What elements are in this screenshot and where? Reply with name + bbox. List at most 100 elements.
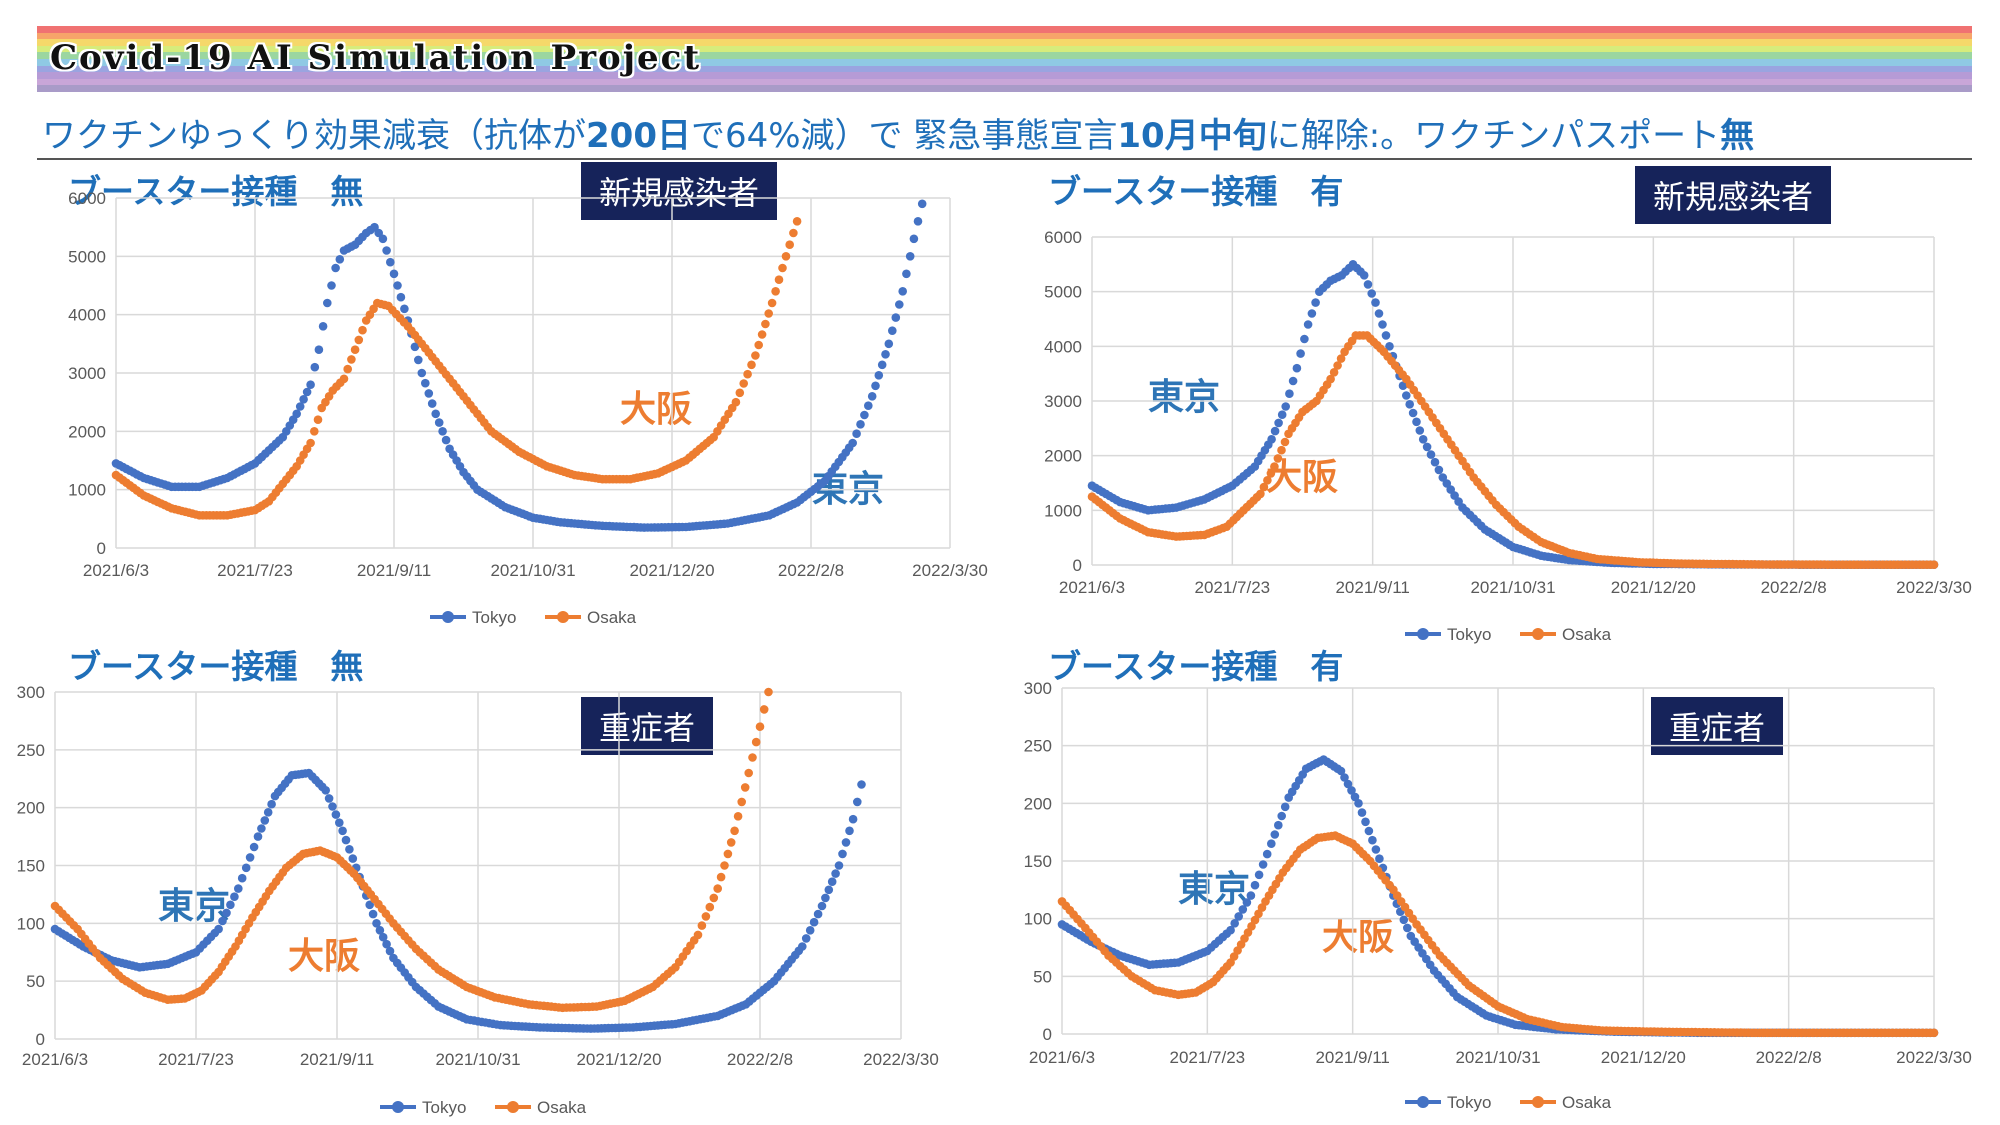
panel-heading: ブースター接種 無 xyxy=(68,172,364,211)
data-point xyxy=(856,420,865,429)
x-tick-label: 2021/10/31 xyxy=(490,561,575,580)
x-tick-label: 2021/10/31 xyxy=(435,1050,520,1069)
data-point xyxy=(813,909,823,919)
data-point xyxy=(427,399,437,408)
data-point xyxy=(1280,437,1290,447)
data-point xyxy=(857,780,866,789)
x-tick-label: 2022/3/30 xyxy=(912,561,988,580)
data-point xyxy=(757,330,767,339)
data-point xyxy=(827,877,837,886)
data-point xyxy=(382,939,391,949)
data-point xyxy=(382,246,391,255)
x-tick-label: 2021/7/23 xyxy=(158,1050,234,1069)
data-point xyxy=(1347,786,1356,795)
data-point xyxy=(1226,925,1235,935)
data-point xyxy=(313,415,323,425)
data-point xyxy=(739,379,748,388)
data-point xyxy=(1277,811,1286,821)
data-point xyxy=(335,818,344,827)
data-point xyxy=(913,217,923,226)
y-tick-label: 5000 xyxy=(1044,283,1082,302)
series-tokyo xyxy=(50,768,866,1033)
data-point xyxy=(338,826,347,836)
data-point xyxy=(726,838,736,847)
legend-label: Tokyo xyxy=(472,608,516,627)
data-point xyxy=(1285,389,1294,399)
legend-label: Tokyo xyxy=(1447,625,1491,644)
data-point xyxy=(1234,912,1243,921)
legend-label: Tokyo xyxy=(422,1098,466,1117)
osaka-label: 大阪 xyxy=(1322,917,1395,958)
data-point xyxy=(1336,354,1346,363)
data-point xyxy=(1359,271,1369,280)
y-tick-label: 4000 xyxy=(68,306,106,325)
data-point xyxy=(434,418,444,427)
data-point xyxy=(1367,289,1376,298)
data-point xyxy=(1273,454,1283,463)
x-tick-label: 2021/6/3 xyxy=(22,1050,88,1069)
x-tick-label: 2021/7/23 xyxy=(217,561,293,580)
y-tick-label: 6000 xyxy=(68,189,106,208)
data-point xyxy=(393,281,402,290)
data-point xyxy=(1256,489,1265,499)
y-tick-label: 0 xyxy=(1043,1025,1052,1044)
x-tick-label: 2022/2/8 xyxy=(778,561,844,580)
data-point xyxy=(324,794,334,803)
x-tick-label: 2022/3/30 xyxy=(1896,1048,1972,1067)
data-point xyxy=(778,263,787,273)
banner-stripe xyxy=(37,52,1972,59)
data-point xyxy=(824,885,834,895)
data-point xyxy=(354,335,364,345)
osaka-label: 大阪 xyxy=(620,389,693,430)
data-point xyxy=(1357,808,1367,817)
x-tick-label: 2021/6/3 xyxy=(83,561,149,580)
data-point xyxy=(1343,779,1353,789)
data-point xyxy=(917,199,927,209)
y-tick-label: 150 xyxy=(1024,852,1052,871)
y-tick-label: 50 xyxy=(26,972,45,991)
data-point xyxy=(821,893,830,903)
subtitle-part: ワクチンゆっくり効果減衰（抗体が xyxy=(42,116,586,156)
data-point xyxy=(713,884,722,893)
data-point xyxy=(1368,835,1377,845)
header-divider xyxy=(37,158,1972,160)
data-point xyxy=(348,854,358,863)
data-point xyxy=(781,251,791,261)
data-point xyxy=(888,326,897,336)
legend-label: Tokyo xyxy=(1447,1093,1491,1112)
data-point xyxy=(1307,309,1317,318)
data-point xyxy=(237,873,247,883)
data-point xyxy=(1361,817,1370,827)
banner-stripe xyxy=(37,78,1972,86)
data-point xyxy=(1267,839,1276,848)
data-point xyxy=(877,360,887,370)
data-point xyxy=(241,863,251,873)
series-osaka xyxy=(111,217,802,520)
data-point xyxy=(339,374,349,384)
data-point xyxy=(764,687,773,697)
data-point xyxy=(1300,334,1309,344)
data-point xyxy=(1371,845,1381,854)
data-point xyxy=(716,872,726,882)
data-point xyxy=(809,917,819,927)
data-point xyxy=(709,893,719,903)
data-point xyxy=(1402,391,1411,400)
data-point xyxy=(341,835,351,845)
data-point xyxy=(378,234,388,244)
data-point xyxy=(905,251,915,261)
data-point xyxy=(396,292,406,302)
data-point xyxy=(805,926,815,935)
x-tick-label: 2021/10/31 xyxy=(1470,578,1555,597)
data-point xyxy=(263,808,273,817)
data-point xyxy=(1311,298,1320,307)
metric-badge: 重症者 xyxy=(581,697,714,755)
legend-label: Osaka xyxy=(1562,1093,1612,1112)
data-point xyxy=(318,322,328,331)
data-point xyxy=(1266,469,1276,478)
legend-label: Osaka xyxy=(1562,625,1612,644)
data-point xyxy=(1281,402,1290,411)
data-point xyxy=(881,350,890,359)
data-point xyxy=(731,397,741,407)
x-tick-label: 2021/12/20 xyxy=(629,561,714,580)
data-point xyxy=(431,409,441,419)
